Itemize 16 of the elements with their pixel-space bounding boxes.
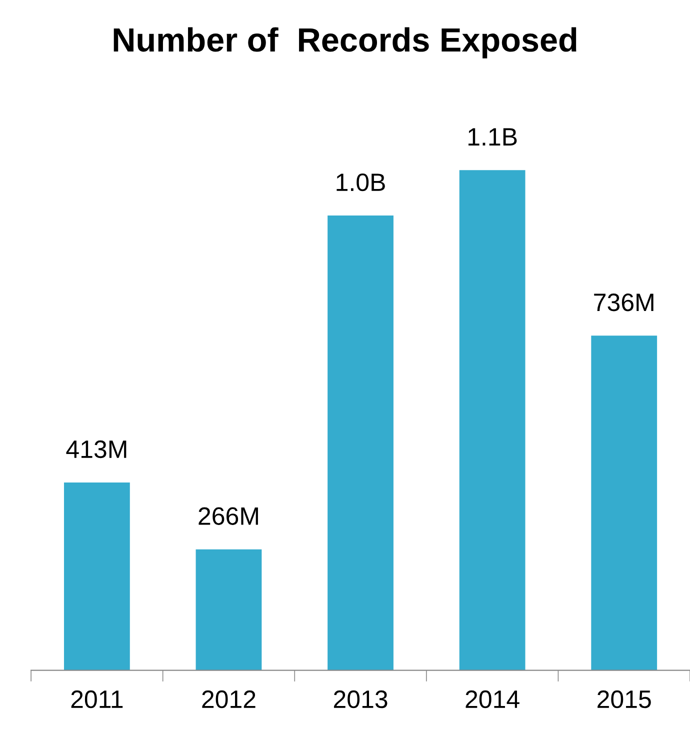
data-label: 413M [66, 440, 126, 458]
bar [459, 170, 526, 670]
data-label: 1.0B [336, 173, 385, 192]
x-tick-label: 2012 [202, 690, 256, 708]
x-tick-label: 2013 [334, 690, 388, 708]
data-label: 736M [594, 294, 654, 312]
chart-title: Number of Records Exposed [114, 27, 576, 58]
bar [196, 549, 262, 670]
bar [591, 336, 658, 670]
data-label: 266M [198, 507, 258, 525]
data-label: 1.1B [468, 128, 517, 146]
bar [328, 216, 394, 670]
x-tick-label: 2014 [466, 690, 520, 708]
x-tick-label: 2011 [71, 690, 123, 708]
x-tick-label: 2015 [598, 690, 651, 708]
bar [64, 482, 130, 670]
